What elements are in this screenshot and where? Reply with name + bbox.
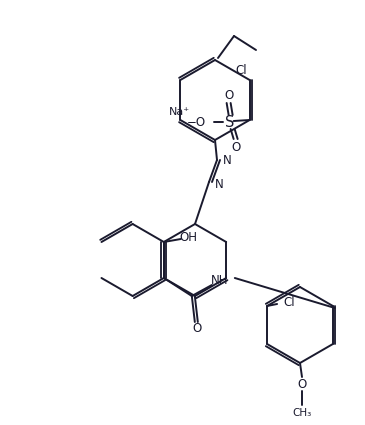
Text: OH: OH xyxy=(180,230,198,244)
Text: O: O xyxy=(224,88,233,102)
Text: N: N xyxy=(223,153,231,167)
Text: CH₃: CH₃ xyxy=(292,408,312,418)
Text: NH: NH xyxy=(211,275,228,287)
Text: N: N xyxy=(215,178,223,190)
Text: O: O xyxy=(297,379,307,391)
Text: −O: −O xyxy=(187,116,205,128)
Text: S: S xyxy=(225,114,234,130)
Text: Cl: Cl xyxy=(283,295,295,309)
Text: O: O xyxy=(231,141,240,153)
Text: Na⁺: Na⁺ xyxy=(169,107,190,117)
Text: O: O xyxy=(192,323,201,335)
Text: Cl: Cl xyxy=(236,63,247,76)
